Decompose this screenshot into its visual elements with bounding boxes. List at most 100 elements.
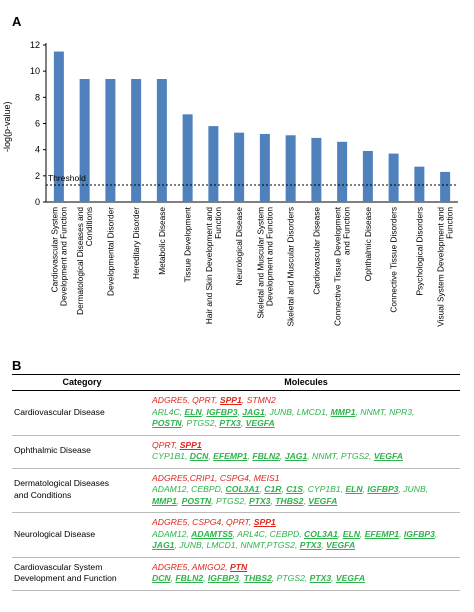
table-row: Ophthalmic Disease QPRT, SPP1 CYP1B1, DCN,… [12, 435, 460, 469]
x-tick-label: Dermatological Diseases andConditions [75, 207, 94, 315]
molecule-name: , [259, 484, 265, 494]
molecule-line: CYP1B1, DCN, EFEMP1, FBLN2, JAG1, NNMT, … [152, 451, 460, 463]
molecule-name: , [362, 484, 368, 494]
molecule-name-highlighted: IGFBP3 [207, 573, 239, 583]
molecule-line: POSTN, PTGS2, PTX3, VEGFA [152, 418, 460, 430]
molecule-line: ADAM12, ADAMTS5, ARL4C, CEBPD, COL3A1, E… [152, 529, 460, 541]
molecule-name-highlighted: IGFBP3 [206, 406, 238, 417]
molecule-name: , [187, 395, 193, 405]
bar [259, 133, 270, 202]
table-row: Neurological Disease ADGRE5, CSPG4, QPRT,… [12, 512, 460, 558]
molecule-name: , [434, 528, 438, 539]
x-tick-label: Visual System Development andFunction [436, 207, 455, 327]
molecule-name: , [337, 528, 343, 539]
molecule-name-highlighted: SPP1 [219, 395, 242, 405]
molecule-name: , [331, 573, 336, 583]
molecule-name: QPRT [192, 395, 216, 405]
molecule-name: , [201, 406, 207, 417]
molecule-name-highlighted: VEGFA [308, 495, 338, 506]
category-header: Category [12, 374, 152, 391]
molecule-name-highlighted: POSTN [181, 495, 212, 506]
molecule-name-highlighted: SPP1 [253, 517, 276, 527]
molecule-line: DCN, FBLN2, IGFBP3, THBS2, PTGS2, PTX3, … [152, 573, 460, 585]
molecule-name: ADGRE5, AMIGO2, [152, 561, 230, 572]
molecule-name-highlighted: ADAMTS5 [191, 528, 233, 539]
category-cell: Cardiovascular Disease [12, 390, 152, 436]
molecule-name: ADAM12, [152, 528, 192, 539]
bar [414, 166, 425, 202]
molecule-name: , [399, 528, 404, 539]
molecule-name-highlighted: FBLN2 [175, 573, 204, 583]
bar [131, 79, 142, 202]
bar [79, 79, 90, 202]
molecule-name-highlighted: PTX3 [248, 495, 271, 506]
category-cell: Cardiovascular System Development and Fun… [12, 557, 152, 591]
molecule-name-highlighted: PTN [230, 561, 248, 572]
molecule-line: ADAM12, CEBPD, COL3A1, C1R, C1S, CYP1B1,… [152, 484, 460, 496]
y-tick-label: 12 [30, 40, 40, 50]
molecule-name-highlighted: THBS2 [243, 573, 272, 583]
molecule-name: , [359, 528, 365, 539]
molecule-name: , [176, 495, 182, 506]
molecule-name-highlighted: EFEMP1 [213, 451, 248, 461]
molecule-name-highlighted: JAG1 [242, 406, 265, 417]
molecule-name: , [170, 573, 176, 583]
molecule-line: ADGRE5, CSPG4, QPRT, SPP1 [152, 517, 460, 529]
molecule-name-highlighted: PTX3 [299, 540, 322, 550]
bar [285, 135, 296, 202]
bar [53, 51, 64, 202]
molecule-name: QPRT, [152, 439, 180, 450]
molecule-name: , [303, 495, 309, 506]
category-cell: Neurological Disease [12, 512, 152, 558]
x-tick-label: Skeletal and Muscular SystemDevelopment … [255, 207, 274, 319]
molecules-cell: QPRT, SPP1 CYP1B1, DCN, EFEMP1, FBLN2, JA… [152, 435, 460, 469]
y-tick-label: 6 [35, 119, 40, 129]
molecule-name: , [247, 451, 253, 461]
molecule-name-highlighted: COL3A1 [304, 528, 338, 539]
molecule-name: , [241, 395, 247, 405]
x-tick-label: Connective Tissue Disorders [389, 207, 399, 313]
molecule-name: CYP1B1, [152, 451, 190, 461]
molecules-table: Category Molecules Cardiovascular Diseas… [12, 374, 460, 591]
y-tick-label: 0 [35, 197, 40, 207]
molecule-name: , JUNB, LMCD1, NNMT,PTGS2, [174, 540, 300, 550]
molecule-name: , ARL4C, CEBPD, [232, 528, 305, 539]
y-tick-label: 8 [35, 92, 40, 102]
table-row: Dermatological Diseases and Conditions ADG… [12, 468, 460, 513]
molecule-name: , PTGS2, [211, 495, 249, 506]
molecule-name-highlighted: EFEMP1 [364, 528, 400, 539]
molecule-name: , [238, 573, 244, 583]
molecule-name: , [240, 418, 246, 428]
molecule-name-highlighted: VEGFA [245, 418, 275, 428]
bar [362, 150, 373, 202]
molecule-name-highlighted: MMP1 [330, 406, 356, 417]
bar [208, 126, 219, 202]
molecule-name-highlighted: POSTN [152, 418, 182, 428]
x-tick-label: Psychological Disorders [414, 207, 424, 296]
molecule-name-highlighted: ELN [345, 484, 363, 494]
molecule-name: , [321, 540, 327, 550]
bar [156, 79, 167, 202]
molecule-name-highlighted: DCN [189, 451, 209, 461]
molecule-line: ADGRE5, AMIGO2, PTN [152, 562, 460, 574]
molecule-name-highlighted: C1S [286, 484, 303, 494]
molecule-name: , NNMT, PTGS2, [307, 451, 374, 461]
bar [105, 79, 116, 202]
molecule-name: , [270, 495, 276, 506]
category-cell: Ophthalmic Disease [12, 435, 152, 469]
molecules-header: Molecules [152, 374, 460, 391]
threshold-label: Threshold [48, 173, 86, 183]
molecule-name: ADAM12, CEBPD, [152, 484, 226, 494]
x-tick-label: Developmental Disorder [105, 207, 115, 296]
x-tick-label: Neurological Disease [234, 207, 244, 286]
molecule-name-highlighted: JAG1 [152, 540, 175, 550]
molecule-name-highlighted: MMP1 [152, 495, 177, 506]
table-row: Cardiovascular Disease ADGRE5, QPRT, SPP1… [12, 390, 460, 436]
molecule-name-highlighted: VEGFA [335, 573, 366, 583]
molecule-name-highlighted: COL3A1 [225, 484, 260, 494]
y-tick-label: 10 [30, 66, 40, 76]
molecule-name: , [208, 451, 214, 461]
molecule-line: JAG1, JUNB, LMCD1, NNMT,PTGS2, PTX3, VEG… [152, 540, 460, 552]
x-tick-label: Metabolic Disease [157, 207, 167, 275]
molecule-name: , NNMT, NPR3, [355, 406, 415, 417]
